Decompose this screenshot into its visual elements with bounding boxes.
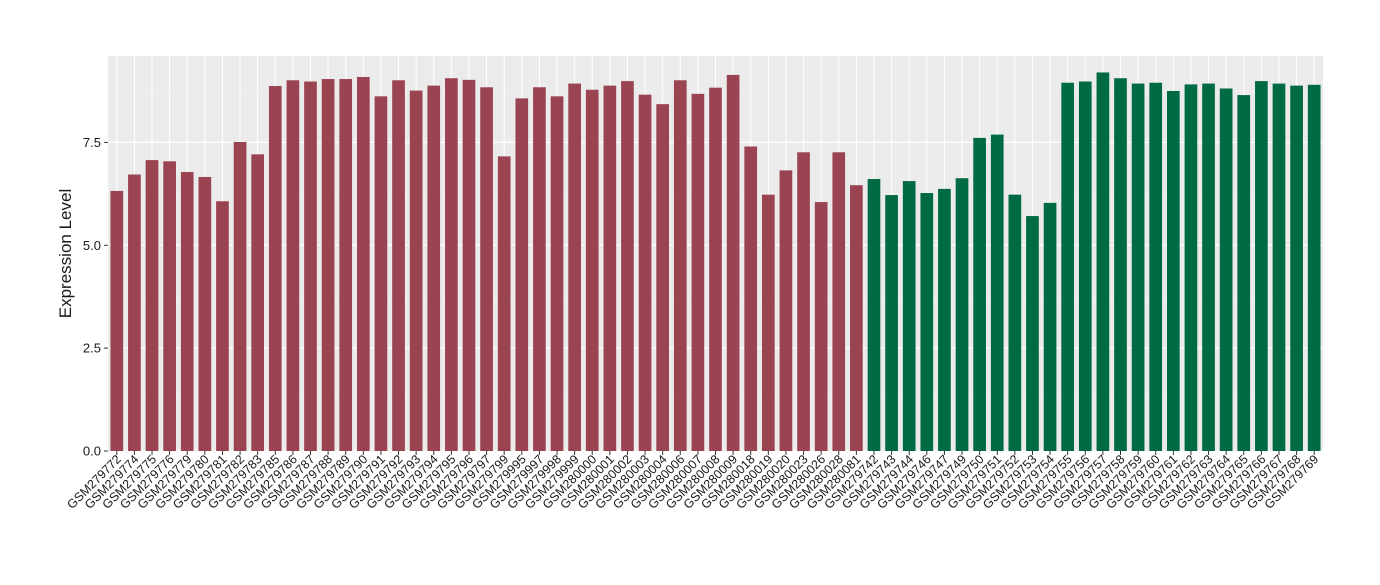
bar-GSM279749 xyxy=(955,178,969,451)
bar-GSM279751 xyxy=(990,134,1004,451)
bar-GSM279786 xyxy=(286,80,300,452)
bar-GSM279747 xyxy=(938,188,951,451)
bar-GSM279766 xyxy=(1255,81,1268,451)
bar-GSM280003 xyxy=(638,94,652,451)
bar-GSM279779 xyxy=(180,172,194,451)
bar-GSM279744 xyxy=(902,181,916,452)
bar-GSM279783 xyxy=(251,154,265,451)
bar-GSM279775 xyxy=(145,160,159,452)
bar-GSM280004 xyxy=(656,104,670,451)
bar-GSM279788 xyxy=(321,79,335,452)
bar-GSM279776 xyxy=(163,161,176,452)
bar-GSM279746 xyxy=(920,193,934,451)
bar-GSM279750 xyxy=(973,137,986,452)
bar-GSM280026 xyxy=(814,202,828,451)
bar-GSM279789 xyxy=(339,79,353,452)
bar-GSM279780 xyxy=(198,176,212,451)
bar-GSM279742 xyxy=(867,179,881,451)
bar-GSM279753 xyxy=(1026,216,1039,451)
y-tick-label: 2.5 xyxy=(83,341,101,356)
bars xyxy=(110,72,1321,452)
bar-GSM280007 xyxy=(691,93,705,452)
y-tick-label: 5.0 xyxy=(83,238,101,253)
y-axis: 0.0 2.5 5.0 7.5 xyxy=(83,135,108,459)
bar-GSM279999 xyxy=(568,83,581,451)
bar-GSM279790 xyxy=(356,76,370,451)
bar-GSM280006 xyxy=(673,80,687,452)
bar-GSM279762 xyxy=(1184,84,1198,451)
bar-GSM280020 xyxy=(779,170,793,451)
bar-GSM279781 xyxy=(216,201,229,451)
bar-GSM279755 xyxy=(1061,82,1075,452)
bar-GSM279764 xyxy=(1219,88,1233,451)
bar-GSM280019 xyxy=(761,194,775,452)
bar-GSM279799 xyxy=(497,156,511,452)
bar-GSM280081 xyxy=(850,185,863,451)
bar-GSM279997 xyxy=(533,87,546,451)
bar-GSM279796 xyxy=(462,79,476,451)
bar-GSM279787 xyxy=(304,81,317,452)
bar-GSM279757 xyxy=(1096,72,1110,451)
y-tick-label: 0.0 xyxy=(83,444,101,459)
bar-GSM279782 xyxy=(233,141,247,451)
bar-GSM280018 xyxy=(744,146,758,452)
bar-GSM279767 xyxy=(1272,83,1286,451)
bar-GSM279797 xyxy=(480,87,493,451)
y-tick-label: 7.5 xyxy=(83,135,101,150)
bar-GSM279795 xyxy=(445,78,458,451)
bar-GSM279756 xyxy=(1078,81,1092,452)
bar-GSM279763 xyxy=(1202,83,1215,451)
bar-GSM279754 xyxy=(1043,202,1057,451)
bar-GSM279752 xyxy=(1008,194,1022,452)
bar-GSM279768 xyxy=(1290,85,1303,451)
bar-GSM280000 xyxy=(585,89,599,451)
bar-GSM279792 xyxy=(392,80,405,452)
bar-GSM279769 xyxy=(1307,84,1321,451)
bar-GSM279998 xyxy=(550,96,564,452)
bar-GSM279761 xyxy=(1166,90,1180,451)
bar-GSM279785 xyxy=(268,86,282,451)
bar-GSM280002 xyxy=(621,81,634,451)
bar-GSM280009 xyxy=(726,74,740,451)
bar-GSM279794 xyxy=(427,85,441,451)
bar-GSM279772 xyxy=(110,190,124,452)
bar-GSM280028 xyxy=(832,152,846,451)
bar-GSM280001 xyxy=(603,85,617,451)
bar-GSM279743 xyxy=(885,195,898,451)
bar-GSM279760 xyxy=(1149,82,1163,452)
bar-GSM280008 xyxy=(709,87,722,452)
bar-GSM279791 xyxy=(374,96,388,452)
bar-GSM279995 xyxy=(515,98,529,451)
bar-GSM279765 xyxy=(1237,95,1251,452)
bar-GSM279759 xyxy=(1131,83,1145,451)
bar-GSM279758 xyxy=(1114,78,1127,451)
bar-GSM279774 xyxy=(128,174,141,451)
bar-GSM279793 xyxy=(409,90,423,451)
x-axis: GSM279772GSM279774GSM279775GSM279776GSM2… xyxy=(64,451,1321,512)
y-axis-label: Expression Level xyxy=(56,189,75,318)
bar-GSM280023 xyxy=(797,152,810,451)
